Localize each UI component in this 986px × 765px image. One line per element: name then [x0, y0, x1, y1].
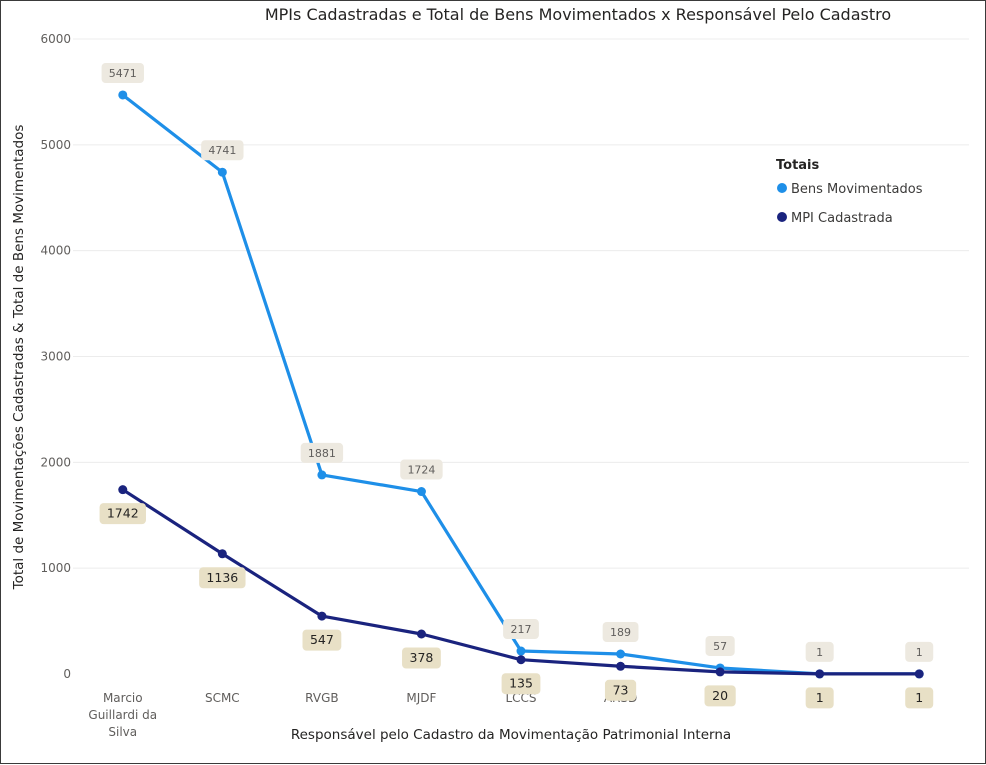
data-label-box-mpi-cadastrada	[501, 673, 541, 695]
data-label-box-bens-movimentados	[201, 140, 244, 161]
point-mpi-cadastrada[interactable]	[815, 669, 825, 679]
point-bens-movimentados[interactable]	[217, 167, 227, 177]
y-tick-label: 5000	[40, 138, 71, 152]
data-label-box-mpi-cadastrada	[905, 687, 934, 709]
y-tick-label: 1000	[40, 561, 71, 575]
y-axis-title: Total de Movimentações Cadastradas & Tot…	[11, 125, 27, 591]
data-label-box-mpi-cadastrada	[604, 679, 637, 701]
data-label-box-bens-movimentados	[805, 641, 834, 662]
point-mpi-cadastrada[interactable]	[914, 669, 924, 679]
y-axis-ticks: 0 1000 2000 3000 4000 5000 6000	[40, 32, 71, 681]
x-tick-label: RVGB	[305, 691, 338, 705]
x-axis-title: Responsável pelo Cadastro da Movimentaçã…	[291, 727, 731, 743]
point-mpi-cadastrada[interactable]	[416, 629, 426, 639]
point-bens-movimentados[interactable]	[616, 649, 626, 659]
chart-title: MPIs Cadastradas e Total de Bens Movimen…	[265, 5, 891, 24]
y-tick-label: 6000	[40, 32, 71, 46]
data-label-mpi-cadastrada: 1	[915, 690, 923, 705]
data-label-box-bens-movimentados	[503, 619, 539, 640]
y-tick-label: 3000	[40, 350, 71, 364]
point-mpi-cadastrada[interactable]	[317, 611, 327, 621]
data-label-bens-movimentados: 217	[511, 623, 532, 636]
data-label-bens-movimentados: 1	[916, 646, 923, 659]
point-bens-movimentados[interactable]	[118, 90, 128, 100]
x-tick-label: MJDF	[406, 691, 436, 705]
data-label-box-bens-movimentados	[905, 641, 934, 662]
data-label-mpi-cadastrada: 135	[509, 676, 533, 691]
data-label-mpi-cadastrada: 1	[816, 690, 824, 705]
data-label-bens-movimentados: 189	[610, 626, 631, 639]
gridlines	[73, 38, 969, 569]
point-bens-movimentados[interactable]	[516, 646, 526, 656]
data-label-box-mpi-cadastrada	[199, 567, 246, 589]
x-tick-label: SCMC	[205, 691, 240, 705]
data-label-box-mpi-cadastrada	[805, 687, 834, 709]
y-tick-label: 2000	[40, 455, 71, 469]
point-mpi-cadastrada[interactable]	[217, 549, 227, 559]
data-label-mpi-cadastrada: 1742	[107, 506, 139, 521]
data-label-box-bens-movimentados	[400, 459, 443, 480]
data-label-box-bens-movimentados	[602, 621, 639, 642]
data-label-mpi-cadastrada: 73	[613, 682, 629, 697]
y-tick-label: 4000	[40, 244, 71, 258]
data-label-bens-movimentados: 1	[816, 646, 823, 659]
x-tick-label: Marcio Guillardi da Silva	[88, 691, 157, 739]
data-label-mpi-cadastrada: 20	[712, 688, 728, 703]
legend-title: Totais	[776, 158, 820, 173]
data-label-box-mpi-cadastrada	[99, 503, 146, 525]
x-tick-label: LCCS	[505, 691, 536, 705]
point-bens-movimentados[interactable]	[317, 470, 327, 480]
legend-label-bens-movimentados[interactable]: Bens Movimentados	[791, 182, 923, 197]
data-label-bens-movimentados: 1724	[407, 464, 435, 477]
point-bens-movimentados[interactable]	[416, 487, 426, 497]
data-label-box-mpi-cadastrada	[402, 647, 441, 669]
legend-marker-mpi-cadastrada	[777, 212, 787, 222]
data-label-mpi-cadastrada: 1136	[206, 570, 238, 585]
data-label-box-bens-movimentados	[101, 62, 144, 83]
data-label-box-mpi-cadastrada	[704, 685, 736, 707]
data-label-mpi-cadastrada: 547	[310, 632, 334, 647]
point-mpi-cadastrada[interactable]	[715, 667, 725, 677]
data-label-box-bens-movimentados	[705, 635, 735, 656]
y-tick-label: 0	[63, 667, 71, 681]
point-mpi-cadastrada[interactable]	[118, 485, 128, 495]
legend[interactable]: Totais Bens Movimentados MPI Cadastrada	[776, 158, 923, 226]
data-label-bens-movimentados: 57	[713, 640, 727, 653]
data-label-bens-movimentados: 4741	[208, 144, 236, 157]
point-mpi-cadastrada[interactable]	[616, 661, 626, 671]
data-label-box-mpi-cadastrada	[302, 629, 342, 651]
legend-label-mpi-cadastrada[interactable]: MPI Cadastrada	[791, 211, 893, 226]
data-labels: 5471 4741 1881 1724 217 189 57 1 1 1742 1136 547 378…	[99, 62, 934, 709]
series-layer	[118, 90, 924, 679]
data-label-box-bens-movimentados	[300, 442, 344, 463]
point-mpi-cadastrada[interactable]	[516, 655, 526, 665]
data-label-bens-movimentados: 1881	[308, 447, 336, 460]
legend-marker-bens-movimentados	[777, 183, 787, 193]
data-label-bens-movimentados: 5471	[109, 67, 137, 80]
data-label-mpi-cadastrada: 378	[410, 650, 434, 665]
